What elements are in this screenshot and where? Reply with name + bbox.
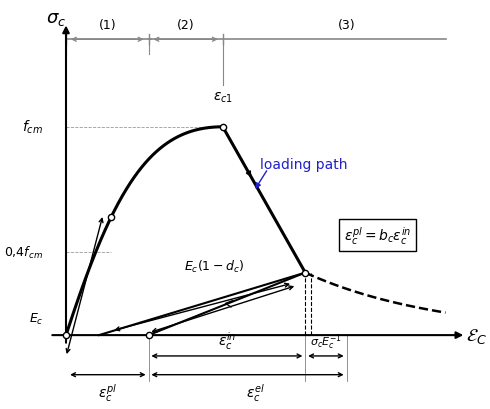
Text: (2): (2): [177, 19, 195, 32]
Text: $\sigma_c$: $\sigma_c$: [46, 10, 66, 28]
Text: loading path: loading path: [260, 158, 347, 172]
Text: (3): (3): [338, 19, 355, 32]
Text: $f_{cm}$: $f_{cm}$: [22, 119, 43, 136]
Text: $\varepsilon_c^{el}$: $\varepsilon_c^{el}$: [246, 381, 265, 403]
Text: $\varepsilon_c^{pl} = b_c \varepsilon_c^{in}$: $\varepsilon_c^{pl} = b_c \varepsilon_c^…: [344, 225, 411, 247]
Text: $\sigma_c E_c^{-1}$: $\sigma_c E_c^{-1}$: [310, 331, 342, 351]
Text: $0{,}4f_{cm}$: $0{,}4f_{cm}$: [4, 244, 43, 260]
Text: $\varepsilon_c^{in}$: $\varepsilon_c^{in}$: [218, 329, 236, 351]
Text: $\mathcal{E}_C$: $\mathcal{E}_C$: [466, 326, 487, 345]
Text: (1): (1): [98, 19, 116, 32]
Text: $\varepsilon_c^{pl}$: $\varepsilon_c^{pl}$: [98, 381, 117, 403]
Text: $E_c$: $E_c$: [29, 311, 43, 326]
Text: $\varepsilon_{c1}$: $\varepsilon_{c1}$: [213, 90, 233, 105]
Text: $E_c(1-d_c)$: $E_c(1-d_c)$: [184, 258, 244, 275]
